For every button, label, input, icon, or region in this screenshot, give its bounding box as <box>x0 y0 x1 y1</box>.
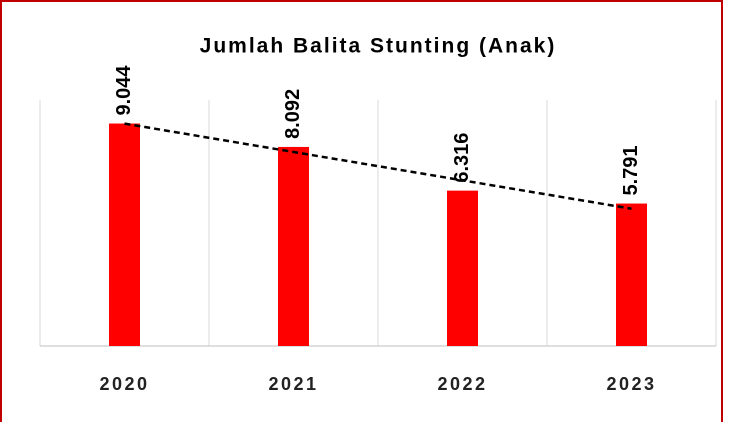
data-label: 9.044 <box>113 65 135 116</box>
bar <box>278 146 309 346</box>
data-label: 6.316 <box>451 133 473 183</box>
data-label: 8.092 <box>282 89 304 139</box>
trendline <box>124 122 632 210</box>
bar <box>447 190 478 346</box>
data-label: 5.791 <box>620 145 642 195</box>
x-tick-label: 2023 <box>606 374 656 394</box>
x-tick-label: 2020 <box>99 374 149 394</box>
bar <box>109 123 140 346</box>
bar <box>616 203 647 346</box>
x-tick-label: 2021 <box>268 374 318 394</box>
chart-title: Jumlah Balita Stunting (Anak) <box>200 35 557 58</box>
x-tick-label: 2022 <box>437 374 487 394</box>
